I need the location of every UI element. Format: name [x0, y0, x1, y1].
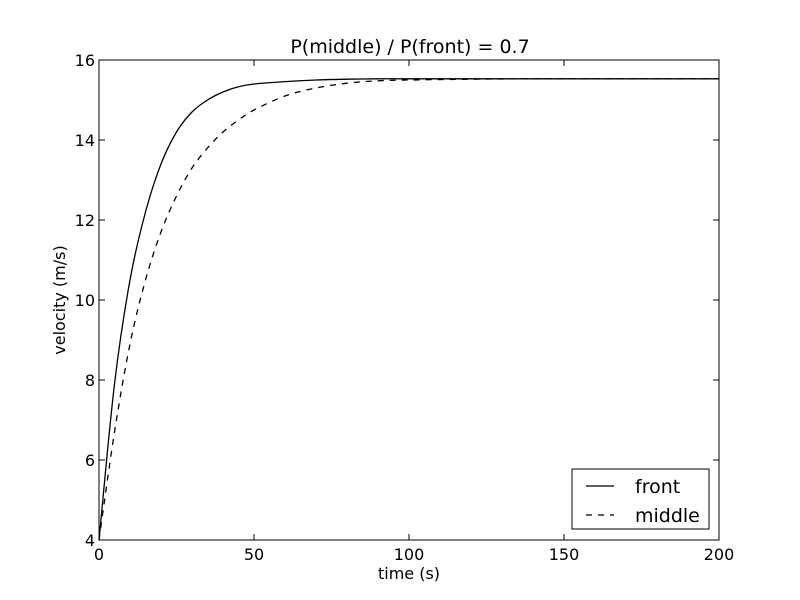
y-tick-label: 8 — [85, 371, 95, 390]
legend-box — [571, 468, 710, 530]
y-tick-label: 10 — [75, 291, 95, 310]
y-tick-label: 4 — [85, 531, 95, 550]
y-tick-label: 16 — [75, 51, 95, 70]
x-tick-label: 50 — [244, 545, 264, 564]
plot-frame — [98, 59, 720, 541]
x-tick-label: 150 — [549, 545, 580, 564]
x-axis-label: time (s) — [378, 564, 440, 583]
x-tick-label: 200 — [704, 545, 735, 564]
y-tick-label: 12 — [75, 211, 95, 230]
x-tick-label: 0 — [94, 545, 104, 564]
legend-front-label: front — [635, 476, 680, 498]
y-tick-label: 14 — [75, 131, 95, 150]
legend: front middle — [571, 468, 710, 530]
y-axis-ticks: 4 6 8 10 12 14 16 — [75, 51, 719, 550]
x-axis-ticks: 0 50 100 150 200 — [94, 60, 734, 564]
x-tick-label: 100 — [394, 545, 425, 564]
chart-title: P(middle) / P(front) = 0.7 — [290, 36, 529, 58]
legend-middle-label: middle — [635, 505, 700, 527]
y-tick-label: 6 — [85, 451, 95, 470]
series-layer — [98, 78, 719, 541]
y-axis-label: velocity (m/s) — [50, 245, 69, 354]
